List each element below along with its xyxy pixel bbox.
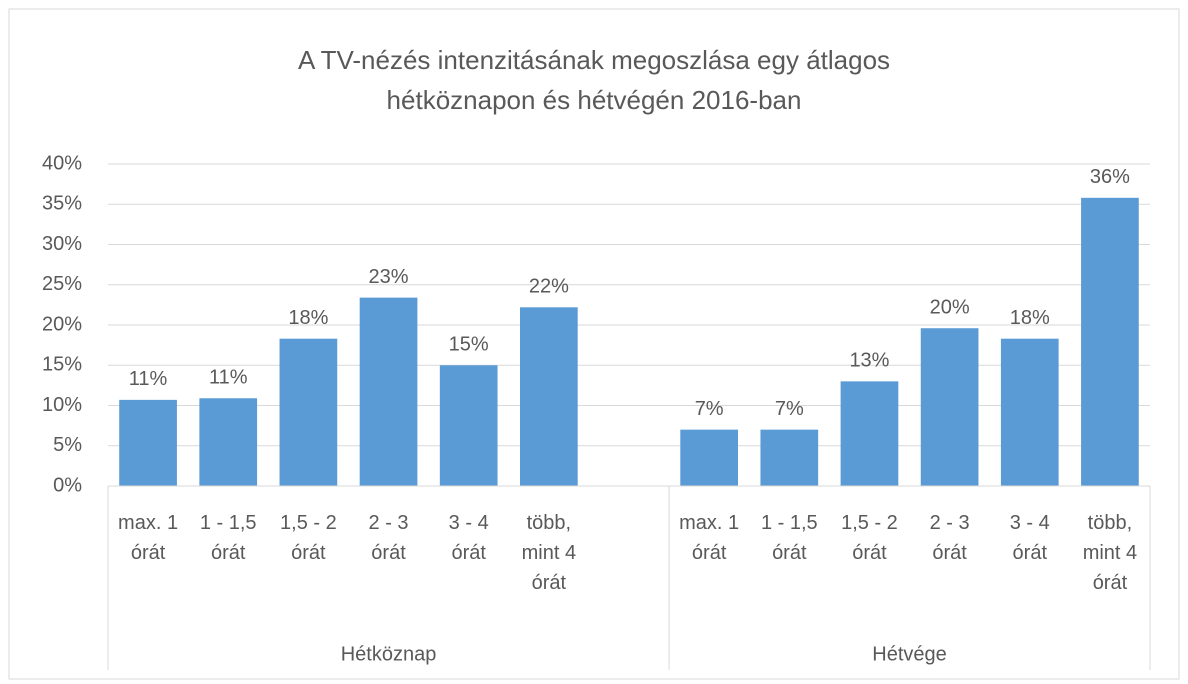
y-tick-label: 0% [53,474,82,496]
bar [199,398,258,486]
x-tick-label: 2 - 3 órát [929,512,970,564]
bar [1081,197,1139,486]
bar [359,297,418,486]
bar [1000,338,1059,486]
y-tick-label: 20% [42,313,82,335]
bar [439,365,498,486]
chart-border [8,8,1180,680]
bar [279,338,338,486]
x-tick-label: 3 - 4 órát [1009,512,1050,564]
value-label: 22% [529,276,569,298]
chart-title: A TV-nézés intenzitásának megoszlása egy… [298,45,890,75]
x-tick-label: 1,5 - 2 órát [280,512,337,564]
value-label: 36% [1090,166,1130,188]
value-label: 18% [288,307,328,329]
x-tick-label: 1,5 - 2 órát [841,512,898,564]
y-tick-label: 30% [42,233,82,255]
y-tick-label: 15% [42,354,82,376]
y-tick-label: 25% [42,273,82,295]
value-label: 23% [369,266,409,288]
chart-title: hétköznapon és hétvégén 2016-ban [387,85,802,115]
bar [680,429,739,486]
x-tick-label: max. 1 órát [679,512,740,564]
bar [840,381,899,486]
value-label: 11% [209,367,248,389]
x-tick-label: 1 - 1,5 órát [760,512,818,564]
group-label: Hétvége [872,643,947,665]
value-label: 13% [849,350,889,372]
bar [920,328,979,486]
x-tick-label: max. 1 órát [118,512,179,564]
y-tick-label: 5% [53,434,82,456]
y-tick-label: 10% [42,394,82,416]
value-label: 15% [449,334,489,356]
x-tick-label: 3 - 4 órát [448,512,489,564]
value-label: 7% [775,398,804,420]
x-tick-label: 2 - 3 órát [368,512,409,564]
value-label: 11% [129,368,168,390]
bar [119,399,177,486]
bar [760,429,819,486]
x-tick-label: több, mint 4 órát [1082,512,1138,594]
bar [519,307,578,486]
y-tick-label: 40% [42,152,82,174]
group-label: Hétköznap [341,643,437,665]
value-label: 7% [695,398,724,420]
value-label: 20% [930,297,970,319]
x-tick-label: 1 - 1,5 órát [199,512,257,564]
value-label: 18% [1010,307,1050,329]
y-tick-label: 35% [42,193,82,215]
x-tick-label: több, mint 4 órát [521,512,577,594]
